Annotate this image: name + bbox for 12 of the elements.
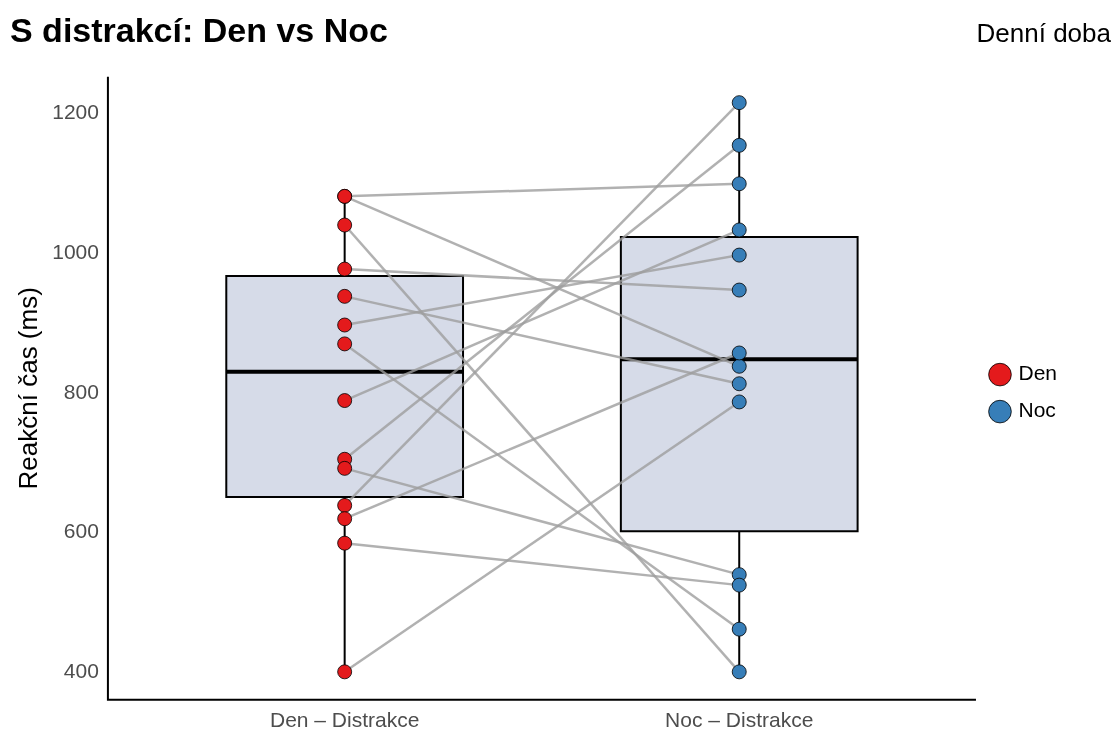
x-tick-label: Noc – Distrakce xyxy=(665,708,814,732)
y-tick-label: 1200 xyxy=(52,99,99,123)
y-tick-label: 1000 xyxy=(52,239,99,263)
y-tick-label: 400 xyxy=(63,659,99,683)
legend-label: Noc xyxy=(1018,398,1056,422)
y-tick-label: 600 xyxy=(63,519,99,543)
legend-title: Denní doba xyxy=(976,18,1112,49)
legend-label: Den xyxy=(1018,361,1058,385)
chart-title: S distrakcí: Den vs Noc xyxy=(10,10,388,49)
y-axis-title: Reakční čas (ms) xyxy=(12,287,43,490)
x-tick-label: Den – Distrakce xyxy=(269,708,420,732)
y-tick-label: 800 xyxy=(63,379,99,403)
